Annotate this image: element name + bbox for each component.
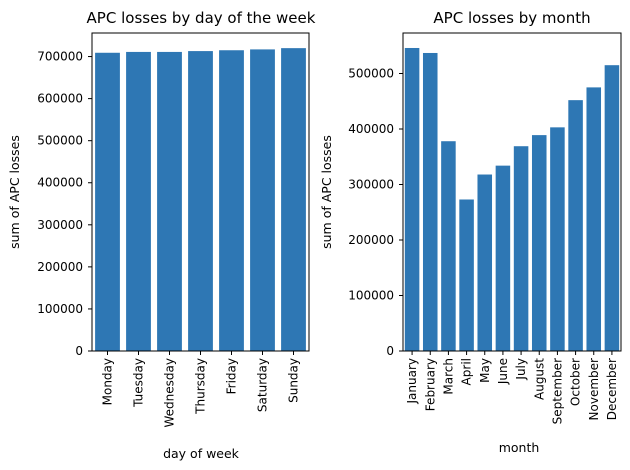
- bar-march: [441, 141, 456, 351]
- x-tick-label: August: [532, 358, 546, 400]
- bar-april: [459, 199, 474, 351]
- chart-title: APC losses by month: [433, 9, 590, 27]
- y-tick-label: 100000: [348, 289, 394, 303]
- y-axis-label: sum of APC losses: [7, 135, 22, 249]
- bar-october: [568, 100, 583, 352]
- x-tick-label: Saturday: [256, 358, 270, 412]
- y-ticks: 0 100000 200000 300000 400000 500000 600000 700…: [37, 50, 92, 358]
- y-ticks: 0 100000 200000 300000 400000 500000: [348, 67, 403, 358]
- bar-tuesday: [126, 51, 151, 352]
- plot-frame: [91, 32, 310, 352]
- x-tick-label: November: [587, 358, 601, 420]
- x-tick-label: Friday: [225, 358, 239, 394]
- y-axis-label: sum of APC losses: [319, 135, 334, 249]
- y-tick-label: 300000: [348, 178, 394, 192]
- bar-monday: [95, 52, 120, 352]
- x-tick-label: Sunday: [287, 358, 301, 403]
- bar-wednesday: [157, 51, 182, 352]
- x-tick-label: March: [441, 358, 455, 395]
- y-tick-label: 400000: [348, 122, 394, 136]
- bars: [95, 48, 306, 352]
- day-of-week-chart: APC losses by day of the week day of wee…: [7, 9, 316, 461]
- y-tick-label: 0: [386, 344, 394, 358]
- x-tick-label: Wednesday: [163, 358, 177, 427]
- y-tick-label: 100000: [37, 302, 83, 316]
- bar-february: [422, 52, 438, 351]
- x-ticks: Monday Tuesday Wednesday Thursday Friday Satu…: [101, 351, 301, 427]
- y-tick-label: 500000: [37, 134, 83, 148]
- y-tick-label: 200000: [37, 260, 83, 274]
- bar-december: [604, 65, 620, 352]
- plot-frame: [402, 32, 622, 352]
- x-tick-label: October: [569, 358, 583, 406]
- x-tick-label: September: [550, 358, 564, 424]
- bar-may: [477, 174, 493, 351]
- x-tick-label: February: [423, 358, 437, 411]
- y-tick-label: 700000: [37, 50, 83, 64]
- bar-september: [550, 127, 565, 351]
- month-chart: APC losses by month month sum of APC los…: [319, 9, 622, 455]
- x-tick-label: June: [496, 358, 510, 385]
- x-axis-label: day of week: [163, 446, 240, 461]
- bar-january: [404, 47, 420, 352]
- x-tick-label: Monday: [101, 358, 115, 405]
- y-tick-label: 600000: [37, 92, 83, 106]
- bars: [404, 47, 620, 352]
- x-tick-label: January: [405, 358, 419, 405]
- x-tick-label: July: [514, 358, 528, 381]
- x-tick-label: December: [605, 358, 619, 420]
- chart-title: APC losses by day of the week: [87, 9, 316, 27]
- x-tick-label: April: [460, 358, 474, 385]
- bar-thursday: [188, 51, 213, 351]
- x-tick-label: Thursday: [194, 358, 208, 415]
- x-ticks: January February March April May June July Augu…: [405, 351, 619, 424]
- x-axis-label: month: [499, 440, 540, 455]
- x-tick-label: Tuesday: [132, 358, 146, 408]
- bar-november: [586, 87, 602, 351]
- y-tick-label: 0: [75, 344, 83, 358]
- bar-friday: [219, 50, 244, 351]
- y-tick-label: 200000: [348, 233, 394, 247]
- y-tick-label: 400000: [37, 176, 83, 190]
- y-tick-label: 500000: [348, 67, 394, 81]
- y-tick-label: 300000: [37, 218, 83, 232]
- x-tick-label: May: [478, 358, 492, 383]
- bar-july: [513, 146, 529, 351]
- bar-sunday: [281, 48, 306, 352]
- bar-saturday: [250, 49, 275, 352]
- bar-june: [495, 165, 511, 351]
- bar-august: [531, 135, 547, 351]
